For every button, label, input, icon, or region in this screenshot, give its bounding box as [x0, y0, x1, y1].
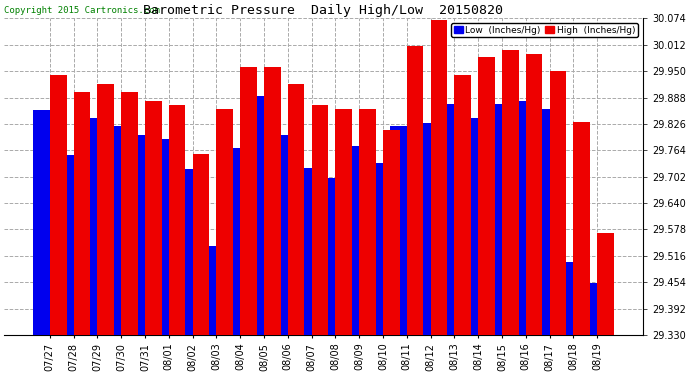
- Bar: [74, 92, 90, 335]
- Bar: [312, 105, 328, 335]
- Bar: [414, 123, 431, 335]
- Bar: [366, 163, 383, 335]
- Bar: [431, 20, 447, 335]
- Bar: [342, 146, 359, 335]
- Bar: [533, 110, 549, 335]
- Bar: [557, 262, 573, 335]
- Bar: [217, 110, 233, 335]
- Bar: [264, 67, 281, 335]
- Legend: Low  (Inches/Hg), High  (Inches/Hg): Low (Inches/Hg), High (Inches/Hg): [451, 23, 638, 37]
- Bar: [462, 118, 478, 335]
- Bar: [105, 126, 121, 335]
- Bar: [128, 135, 145, 335]
- Bar: [33, 110, 50, 335]
- Bar: [224, 148, 240, 335]
- Bar: [597, 233, 614, 335]
- Bar: [502, 50, 519, 335]
- Bar: [81, 118, 97, 335]
- Bar: [97, 84, 114, 335]
- Bar: [485, 104, 502, 335]
- Bar: [335, 110, 352, 335]
- Bar: [573, 122, 590, 335]
- Bar: [509, 101, 526, 335]
- Text: Copyright 2015 Cartronics.com: Copyright 2015 Cartronics.com: [4, 6, 160, 15]
- Bar: [121, 92, 138, 335]
- Bar: [200, 246, 217, 335]
- Bar: [454, 75, 471, 335]
- Bar: [247, 96, 264, 335]
- Bar: [271, 135, 288, 335]
- Bar: [390, 126, 407, 335]
- Bar: [549, 71, 566, 335]
- Bar: [437, 104, 454, 335]
- Bar: [478, 57, 495, 335]
- Bar: [359, 110, 376, 335]
- Bar: [580, 283, 597, 335]
- Bar: [57, 155, 74, 335]
- Bar: [407, 46, 424, 335]
- Bar: [383, 130, 400, 335]
- Title: Barometric Pressure  Daily High/Low  20150820: Barometric Pressure Daily High/Low 20150…: [144, 4, 504, 17]
- Bar: [193, 154, 209, 335]
- Bar: [319, 177, 335, 335]
- Bar: [240, 67, 257, 335]
- Bar: [526, 54, 542, 335]
- Bar: [169, 105, 186, 335]
- Bar: [176, 169, 193, 335]
- Bar: [295, 168, 312, 335]
- Bar: [288, 84, 304, 335]
- Bar: [145, 101, 161, 335]
- Bar: [152, 139, 169, 335]
- Bar: [50, 75, 66, 335]
